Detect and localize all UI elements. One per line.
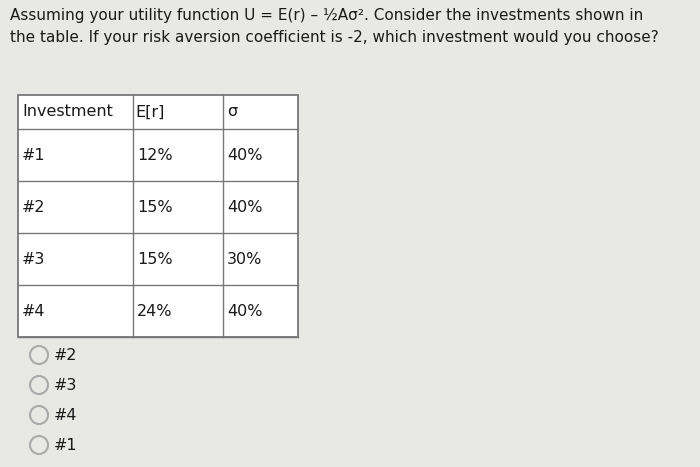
Text: σ: σ <box>227 105 237 120</box>
Text: the table. If your risk aversion coefficient is -2, which investment would you c: the table. If your risk aversion coeffic… <box>10 30 659 45</box>
Text: 40%: 40% <box>227 148 262 163</box>
Text: #4: #4 <box>54 408 78 423</box>
Text: #3: #3 <box>22 252 46 267</box>
Text: 40%: 40% <box>227 304 262 318</box>
Text: #3: #3 <box>54 377 78 392</box>
Text: #2: #2 <box>22 199 46 214</box>
FancyBboxPatch shape <box>18 95 298 337</box>
Text: 30%: 30% <box>227 252 262 267</box>
Text: E[r]: E[r] <box>135 105 164 120</box>
Text: #1: #1 <box>54 438 78 453</box>
Text: 12%: 12% <box>137 148 173 163</box>
Text: 15%: 15% <box>137 199 173 214</box>
Text: #2: #2 <box>54 347 78 362</box>
Text: 15%: 15% <box>137 252 173 267</box>
Text: 24%: 24% <box>137 304 172 318</box>
Text: Investment: Investment <box>22 105 113 120</box>
Text: Assuming your utility function U = E(r) – ½Aσ². Consider the investments shown i: Assuming your utility function U = E(r) … <box>10 8 643 23</box>
Text: 40%: 40% <box>227 199 262 214</box>
Text: #1: #1 <box>22 148 46 163</box>
Text: #4: #4 <box>22 304 46 318</box>
